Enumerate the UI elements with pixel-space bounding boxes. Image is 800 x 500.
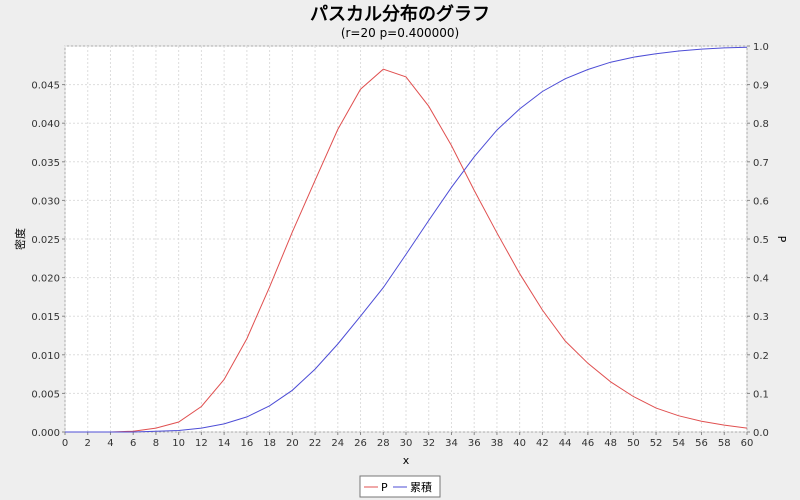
- x-tick-label: 28: [377, 438, 390, 449]
- y-right-tick-label: 0.7: [753, 158, 769, 169]
- x-tick-label: 24: [331, 438, 344, 449]
- legend-label-cumulative: 累積: [410, 480, 432, 494]
- legend-label-p: P: [381, 481, 388, 494]
- y-right-tick-label: 0.9: [753, 81, 769, 92]
- x-tick-label: 12: [195, 438, 208, 449]
- y-right-tick-label: 0.5: [753, 235, 769, 246]
- x-tick-label: 52: [650, 438, 663, 449]
- y-left-tick-label: 0.040: [31, 119, 60, 130]
- series-line-1: [65, 46, 748, 433]
- x-tick-label: 46: [581, 438, 594, 449]
- chart-title: パスカル分布のグラフ: [310, 3, 490, 25]
- x-tick-label: 8: [153, 438, 159, 449]
- x-tick-label: 4: [107, 438, 113, 449]
- y-left-tick-label: 0.025: [31, 235, 60, 246]
- x-tick-label: 2: [85, 438, 91, 449]
- y-left-tick-label: 0.015: [31, 312, 60, 323]
- x-tick-label: 40: [513, 438, 526, 449]
- y-left-tick-label: 0.030: [31, 196, 60, 207]
- legend: P 累積: [359, 475, 441, 498]
- x-tick-label: 14: [218, 438, 231, 449]
- y-left-tick-label: 0.020: [31, 274, 60, 285]
- x-tick-label: 44: [559, 438, 572, 449]
- x-tick-label: 48: [604, 438, 617, 449]
- x-tick-label: 18: [263, 438, 276, 449]
- y-right-tick-label: 1.0: [753, 42, 769, 53]
- x-tick-label: 22: [309, 438, 322, 449]
- x-tick-label: 34: [445, 438, 458, 449]
- grid-lines: [64, 45, 748, 433]
- x-tick-label: 56: [695, 438, 708, 449]
- x-tick-label: 26: [354, 438, 367, 449]
- y-right-tick-label: 0.1: [753, 389, 769, 400]
- y-right-tick-label: 0.8: [753, 119, 769, 130]
- x-tick-label: 36: [468, 438, 481, 449]
- y-left-tick-label: 0.035: [31, 158, 60, 169]
- y-right-tick-label: 0.3: [753, 312, 769, 323]
- chart-subtitle: (r=20 p=0.400000): [341, 26, 459, 40]
- x-tick-label: 38: [491, 438, 504, 449]
- series-line-0: [65, 68, 748, 433]
- x-tick-label: 0: [62, 438, 68, 449]
- x-tick-label: 6: [130, 438, 136, 449]
- y-axis-left-label: 密度: [13, 228, 27, 250]
- x-axis-label: x: [403, 454, 410, 467]
- y-left-tick-label: 0.045: [31, 81, 60, 92]
- x-tick-label: 30: [400, 438, 413, 449]
- series-lines: [65, 46, 748, 433]
- x-tick-label: 32: [422, 438, 435, 449]
- y-left-tick-label: 0.000: [31, 428, 60, 439]
- y-axis-right-label: P: [775, 236, 788, 243]
- y-left-tick-label: 0.005: [31, 389, 60, 400]
- tick-labels: 0 2 4 6 8 10 12 14 16 18 20 22 24 26 28 30 32 34 36 38 40 42 4…: [31, 42, 769, 449]
- x-tick-label: 20: [286, 438, 299, 449]
- y-right-tick-label: 0.6: [753, 196, 769, 207]
- y-right-tick-label: 0.4: [753, 274, 769, 285]
- x-tick-label: 60: [741, 438, 754, 449]
- x-tick-label: 10: [172, 438, 185, 449]
- x-tick-label: 42: [536, 438, 549, 449]
- x-tick-label: 54: [672, 438, 685, 449]
- x-tick-label: 50: [627, 438, 640, 449]
- x-tick-label: 16: [240, 438, 253, 449]
- y-left-tick-label: 0.010: [31, 351, 60, 362]
- x-tick-label: 58: [718, 438, 731, 449]
- y-right-tick-label: 0.0: [753, 428, 769, 439]
- y-right-tick-label: 0.2: [753, 351, 769, 362]
